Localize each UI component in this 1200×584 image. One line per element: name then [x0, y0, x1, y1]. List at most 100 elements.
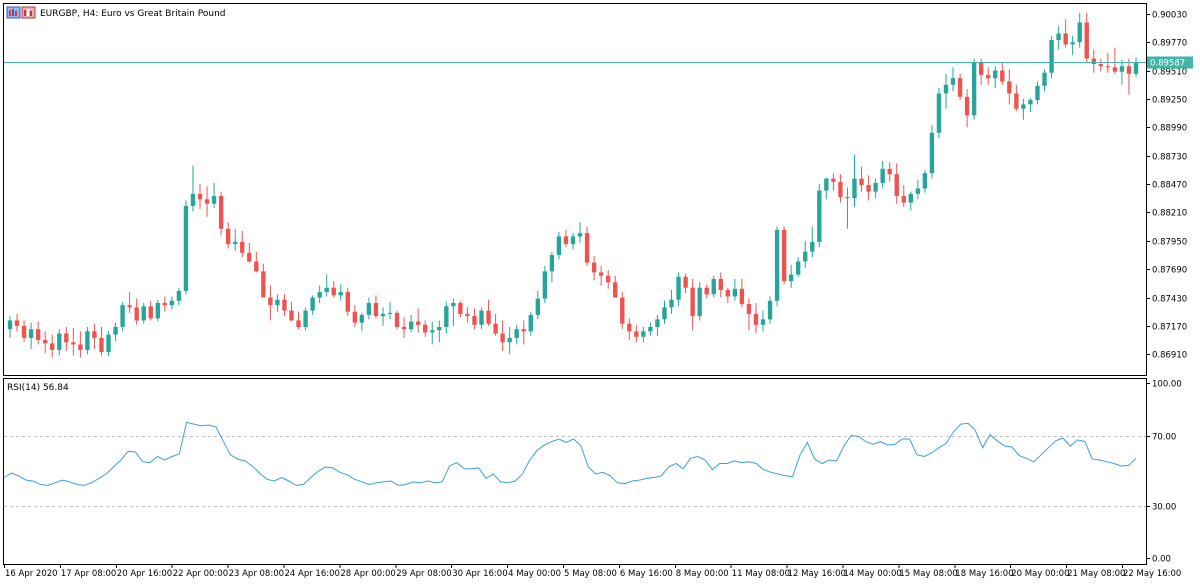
candle-bull: [303, 310, 308, 327]
candle-bear: [43, 340, 48, 344]
candle-bear: [521, 329, 526, 332]
time-tick-label: 4 May 00:00: [508, 569, 561, 579]
candle-bull: [915, 188, 921, 194]
time-tick-label: 22 Apr 00:00: [173, 569, 228, 579]
candle-bear: [423, 324, 428, 333]
price-tick-label: 0.87950: [1152, 238, 1187, 248]
time-tick-label: 8 May 00:00: [676, 569, 729, 579]
candle-bear: [978, 62, 984, 75]
candle-bull: [1035, 85, 1040, 101]
candle-bull: [796, 261, 801, 275]
candle-bull: [408, 321, 414, 330]
candle-bear: [401, 326, 407, 330]
price-tick-label: 0.88990: [1152, 124, 1187, 134]
candle-bear: [486, 310, 491, 324]
candle-bull: [936, 93, 942, 133]
rsi-levels: [4, 436, 1146, 507]
candle-bear: [1014, 93, 1019, 109]
candle-bull: [943, 84, 949, 94]
candle-bear: [1084, 22, 1089, 59]
price-tick-label: 0.89770: [1152, 39, 1187, 49]
candle-bull: [155, 302, 160, 319]
candle-bull: [444, 306, 449, 327]
candle-bull: [971, 62, 977, 116]
candle-bull: [1042, 72, 1047, 86]
candle-bear: [225, 228, 231, 245]
candle-bull: [324, 287, 329, 293]
candle-bear: [894, 174, 899, 197]
candle-bull: [1119, 66, 1125, 72]
candle-bull: [542, 271, 548, 299]
candle-bear: [415, 321, 421, 325]
time-tick-label: 5 May 08:00: [564, 569, 617, 579]
price-tick-label: 0.89510: [1152, 68, 1187, 78]
candle-bear: [148, 306, 153, 319]
candle-bull: [669, 299, 674, 308]
candle-bull: [28, 329, 34, 338]
candle-bear: [99, 337, 104, 353]
candle-bull: [120, 305, 125, 327]
candle-bull: [528, 314, 533, 332]
candle-bear: [606, 275, 611, 283]
candle-bull: [788, 274, 794, 282]
candle-bear: [718, 278, 723, 290]
candle-bull: [676, 276, 681, 300]
price-tick-label: 0.89250: [1152, 96, 1187, 106]
candle-bear: [331, 287, 336, 296]
rsi-panel-frame: [3, 378, 1147, 565]
price-tick-label: 0.87170: [1152, 323, 1187, 333]
candle-bear: [197, 193, 203, 200]
time-tick-label: 20 Apr 16:00: [117, 569, 172, 579]
candle-bull: [451, 302, 456, 307]
candle-bull: [760, 319, 766, 325]
candle-bull: [1021, 104, 1026, 109]
time-tick-label: 12 May 16:00: [788, 569, 846, 579]
candle-bull: [908, 193, 913, 203]
candle-bull: [929, 132, 935, 174]
candle-bear: [458, 302, 463, 314]
candle-bear: [1063, 33, 1068, 45]
candle-bull: [176, 290, 182, 301]
time-tick-label: 30 Apr 16:00: [452, 569, 507, 579]
candle-bear: [247, 252, 252, 262]
candle-bear: [1126, 66, 1132, 74]
candle-bull: [359, 314, 365, 323]
candle-bear: [204, 199, 210, 204]
candle-bear: [613, 282, 618, 298]
candle-bear: [725, 289, 731, 297]
candle-bull: [549, 254, 555, 272]
candle-bear: [493, 323, 498, 334]
current-price-label: 0.89587: [1150, 59, 1185, 69]
rsi-layer: [3, 421, 1137, 486]
candle-bear: [627, 323, 632, 332]
candle-bull: [275, 299, 280, 306]
candle-bull: [950, 78, 956, 85]
candle-bear: [500, 333, 505, 343]
candle-bull: [922, 173, 928, 189]
candle-bear: [838, 181, 843, 198]
candle-bear: [162, 302, 168, 306]
time-tick-label: 28 Apr 00:00: [340, 569, 395, 579]
candle-bull: [711, 278, 716, 295]
candle-bear: [739, 288, 745, 305]
candle-bear: [71, 342, 76, 345]
candle-bull: [556, 236, 562, 255]
candle-bear: [472, 316, 477, 325]
candle-bear: [14, 320, 20, 326]
rsi-tick-label: 70.00: [1152, 433, 1176, 443]
candle-bull: [437, 326, 442, 331]
candle-bull: [106, 334, 111, 353]
candle-bear: [634, 331, 639, 337]
candle-bear: [845, 197, 850, 199]
time-tick-label: 17 Apr 08:00: [61, 569, 116, 579]
candle-bull: [233, 241, 238, 245]
candle-bull: [803, 251, 808, 262]
candle-bull: [1049, 40, 1054, 73]
candle-bull: [141, 306, 146, 321]
candle-bull: [169, 300, 175, 306]
price-tick-label: 0.88730: [1152, 153, 1187, 163]
rsi-series-line: [3, 421, 1137, 486]
current-price-layer: 0.89587: [4, 56, 1193, 69]
candle-bull: [535, 298, 540, 315]
